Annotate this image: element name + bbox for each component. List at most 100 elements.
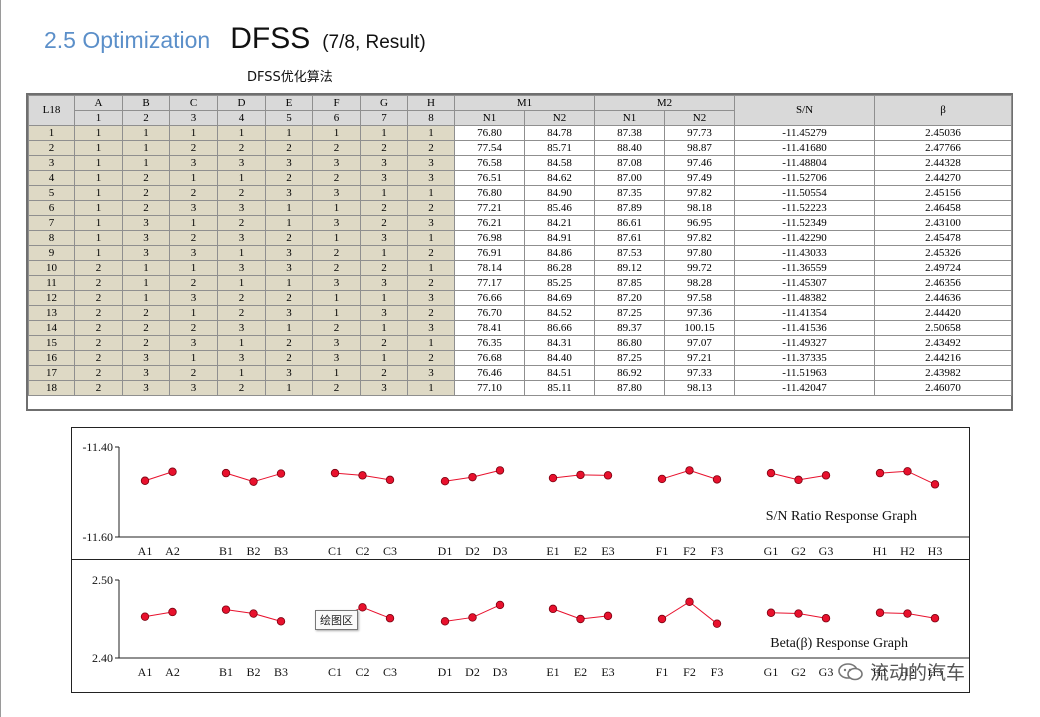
- value-cell: 85.71: [524, 140, 595, 156]
- value-cell: 87.08: [594, 155, 665, 171]
- value-cell: 89.37: [594, 320, 665, 336]
- response-point: [657, 614, 667, 624]
- x-tick-label: E3: [601, 665, 614, 679]
- factor-level-cell: 1: [74, 170, 123, 186]
- y-tick-label-bottom: -11.60: [82, 530, 113, 544]
- factor-level-cell: 2: [217, 185, 266, 201]
- x-tick-label: C2: [355, 544, 369, 558]
- table-row: 15 2 2 3 1 2 3 2 1 76.35 84.31 86.80 97.07 -11.49327 2…: [28, 335, 1012, 351]
- x-tick-label: F1: [656, 544, 669, 558]
- factor-level-cell: 1: [74, 230, 123, 246]
- response-line-segment: [552, 474, 581, 479]
- factor-level-cell: 1: [360, 185, 408, 201]
- x-tick-label: G2: [791, 544, 806, 558]
- factor-level-cell: 2: [407, 305, 455, 321]
- run-number: 7: [28, 215, 75, 231]
- factor-header: C: [169, 95, 218, 111]
- factor-level-cell: 3: [265, 365, 313, 381]
- factor-level-cell: 2: [360, 260, 408, 276]
- beta-response-svg: 2.50 2.40 A1 A2 B1 B2 B3 C1 C2 C3 D1 D2 D3 E1 E2 E3 F1 F2…: [92, 573, 969, 679]
- value-cell: 2.45478: [874, 230, 1012, 246]
- x-tick-label: C1: [328, 544, 342, 558]
- value-cell: 2.45326: [874, 245, 1012, 261]
- value-cell: 98.28: [664, 275, 735, 291]
- value-cell: 98.87: [664, 140, 735, 156]
- value-cell: 97.21: [664, 350, 735, 366]
- response-point: [603, 471, 613, 480]
- factor-level-cell: 2: [265, 335, 313, 351]
- value-cell: 2.43492: [874, 335, 1012, 351]
- response-point: [548, 473, 558, 483]
- response-point: [712, 619, 722, 628]
- factor-level-cell: 2: [74, 305, 123, 321]
- response-point: [168, 607, 177, 617]
- run-number: 10: [28, 260, 75, 276]
- value-cell: 84.69: [524, 290, 595, 306]
- response-point: [330, 468, 340, 478]
- factor-level-cell: 3: [122, 365, 170, 381]
- response-point: [276, 617, 286, 626]
- factor-level-cell: 3: [265, 305, 313, 321]
- factor-level-cell: 2: [169, 320, 218, 336]
- factor-level-cell: 2: [217, 140, 266, 156]
- factor-level-cell: 1: [265, 215, 313, 231]
- table-row: 12 2 1 3 2 2 1 1 3 76.66 84.69 87.20 97.58 -11.48382 2…: [28, 290, 1012, 306]
- x-tick-label: B1: [219, 665, 233, 679]
- response-point: [603, 611, 613, 621]
- value-cell: 84.40: [524, 350, 595, 366]
- response-line-segment: [879, 470, 908, 474]
- value-cell: 86.28: [524, 260, 595, 276]
- value-cell: 84.51: [524, 365, 595, 381]
- factor-level-cell: 2: [74, 260, 123, 276]
- value-cell: 87.25: [594, 305, 665, 321]
- table-row: 11 2 1 2 1 1 3 3 2 77.17 85.25 87.85 98.28 -11.45307 2…: [28, 275, 1012, 291]
- table-row: 1 1 1 1 1 1 1 1 1 76.80 84.78 87.38 97.73 -11.45279 2.…: [28, 125, 1012, 141]
- x-tick-label: G2: [791, 665, 806, 679]
- factor-level-cell: 1: [360, 245, 408, 261]
- x-tick-label: B3: [274, 544, 288, 558]
- factor-header: H: [407, 95, 455, 111]
- factor-level-cell: 1: [122, 155, 170, 171]
- factor-level-cell: 1: [265, 320, 313, 336]
- factor-level-cell: 2: [122, 170, 170, 186]
- factor-level-cell: 1: [122, 260, 170, 276]
- watermark: 流动的汽车: [838, 658, 965, 685]
- factor-column-number: 3: [169, 110, 218, 126]
- response-point: [358, 471, 367, 480]
- run-number: 16: [28, 350, 75, 366]
- beta-header: β: [874, 95, 1012, 126]
- x-tick-label: A1: [138, 544, 153, 558]
- value-cell: -11.41354: [734, 305, 875, 321]
- factor-level-cell: 2: [169, 365, 218, 381]
- factor-level-cell: 3: [265, 245, 313, 261]
- value-cell: 76.80: [454, 125, 525, 141]
- response-point: [468, 472, 477, 482]
- value-cell: 76.80: [454, 185, 525, 201]
- x-tick-label: D2: [465, 665, 480, 679]
- response-point: [657, 474, 667, 484]
- x-tick-label: F1: [656, 665, 669, 679]
- factor-level-cell: 1: [169, 260, 218, 276]
- factor-level-cell: 1: [217, 170, 266, 186]
- response-point: [140, 476, 150, 485]
- factor-level-cell: 2: [360, 335, 408, 351]
- factor-level-cell: 1: [217, 275, 266, 291]
- value-cell: -11.43033: [734, 245, 875, 261]
- factor-level-cell: 2: [312, 245, 361, 261]
- factor-level-cell: 3: [217, 200, 266, 216]
- value-cell: 87.20: [594, 290, 665, 306]
- chart-title: S/N Ratio Response Graph: [766, 509, 917, 524]
- corner-header: L18: [28, 95, 75, 126]
- factor-column-number: 1: [74, 110, 123, 126]
- value-cell: 78.41: [454, 320, 525, 336]
- value-cell: 2.45156: [874, 185, 1012, 201]
- factor-level-cell: 2: [407, 245, 455, 261]
- value-cell: 76.58: [454, 155, 525, 171]
- beta-response-graph: 2.50 2.40 A1 A2 B1 B2 B3 C1 C2 C3 D1 D2 D3 E1 E2 E3 F1 F2…: [71, 559, 970, 693]
- sn-response-svg: -11.40 -11.60 A1 A2 B1 B2 B3 C1 C2 C3 D1 D2 D3 E1 E2 E3…: [82, 440, 969, 558]
- factor-level-cell: 3: [169, 380, 218, 396]
- table-row: 4 1 2 1 1 2 2 3 3 76.51 84.62 87.00 97.49 -11.52706 2.…: [28, 170, 1012, 186]
- value-cell: 88.40: [594, 140, 665, 156]
